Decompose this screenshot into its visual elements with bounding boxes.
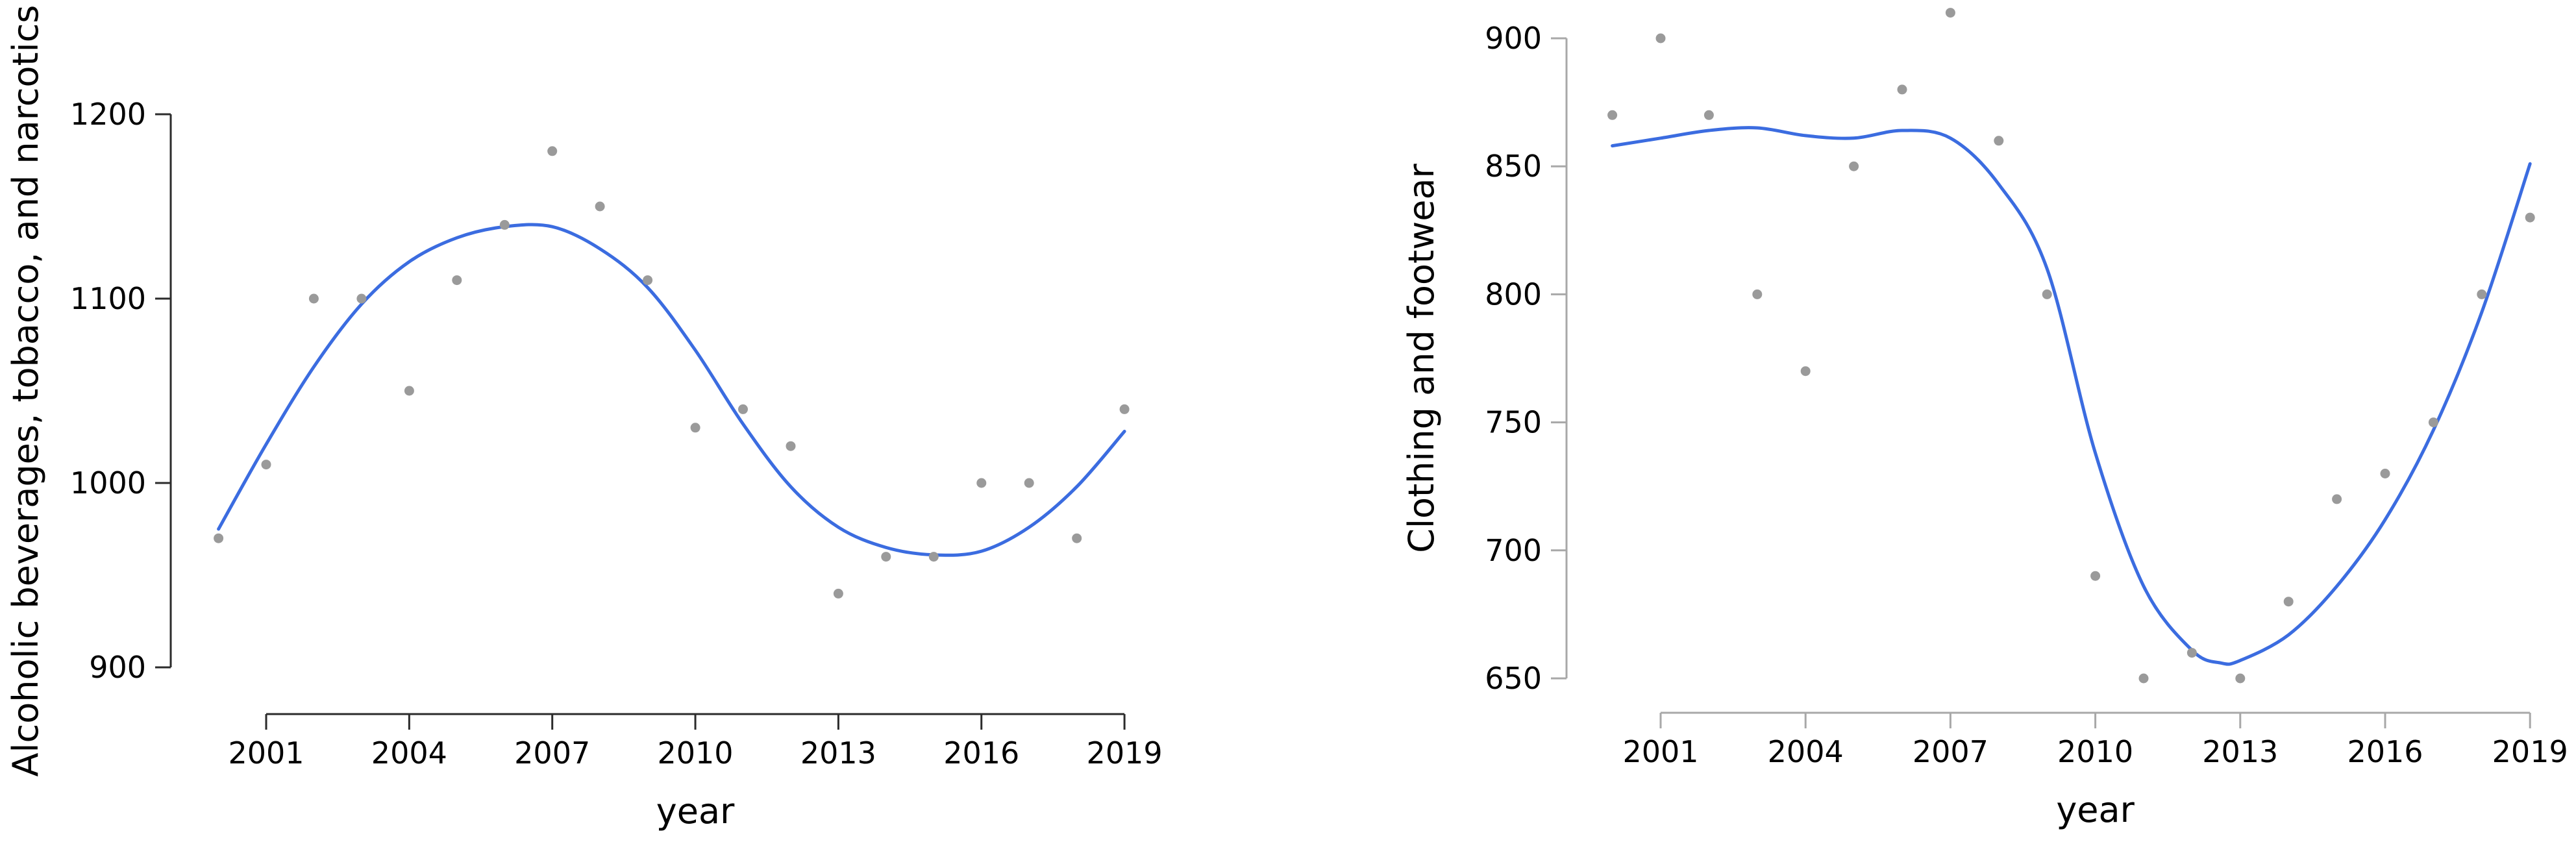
data-points	[214, 146, 1130, 599]
data-point	[1897, 84, 1907, 95]
y-tick-label: 900	[1485, 21, 1542, 56]
data-point	[2428, 417, 2438, 428]
x-tick-label: 2004	[371, 736, 447, 771]
data-point	[1119, 404, 1130, 414]
data-point	[595, 201, 605, 212]
data-point	[2525, 212, 2535, 223]
data-point	[2283, 597, 2294, 607]
data-point	[2090, 571, 2101, 581]
y-tick-label: 1100	[70, 281, 146, 316]
x-tick-label: 2010	[658, 736, 734, 771]
x-tick-label: 2016	[943, 736, 1019, 771]
y-tick-label: 850	[1485, 149, 1542, 184]
data-point	[1849, 161, 1859, 171]
data-point	[1994, 136, 2004, 146]
data-point	[404, 386, 414, 396]
data-point	[2332, 494, 2342, 504]
x-tick-label: 2019	[2492, 734, 2568, 769]
x-axis-label: year	[656, 791, 735, 832]
data-point	[928, 552, 939, 562]
data-point	[1655, 33, 1666, 43]
data-point	[356, 293, 367, 304]
trend-line	[1611, 126, 2532, 666]
y-tick-label: 650	[1485, 661, 1542, 696]
y-tick-label: 750	[1485, 405, 1542, 440]
data-point	[1024, 478, 1034, 488]
data-point	[643, 275, 653, 286]
data-point	[690, 423, 700, 433]
data-point	[833, 588, 843, 599]
data-point	[1752, 289, 1763, 299]
y-axis: 900 850 800 750 700 650	[1485, 21, 1568, 696]
data-point	[2042, 289, 2052, 299]
data-point	[738, 404, 748, 414]
data-point	[1945, 8, 1955, 18]
data-point	[1072, 533, 1082, 543]
plot-alcohol-tobacco-narcotics: 1200 1100 1000 900 2001 2004 2007 2010 2013 2016…	[5, 5, 1163, 832]
data-point	[2235, 673, 2246, 684]
data-point	[547, 146, 558, 156]
x-tick-label: 2001	[228, 736, 304, 771]
trend-line	[217, 223, 1126, 557]
x-tick-label: 2016	[2347, 734, 2423, 769]
x-tick-label: 2007	[1913, 734, 1988, 769]
data-point	[214, 533, 224, 543]
data-point	[452, 275, 462, 286]
data-point	[1607, 110, 1618, 120]
x-axis: 2001 2004 2007 2010 2013 2016 2019	[228, 713, 1163, 771]
y-axis-label: Alcoholic beverages, tobacco, and narcot…	[5, 5, 46, 777]
y-tick-label: 1200	[70, 97, 146, 132]
data-point	[499, 219, 510, 230]
y-tick-label: 900	[89, 650, 146, 685]
data-point	[308, 293, 319, 304]
data-point	[881, 552, 891, 562]
x-tick-label: 2019	[1087, 736, 1163, 771]
data-point	[2380, 469, 2390, 478]
data-point	[976, 478, 987, 488]
data-point	[1800, 366, 1811, 377]
data-point	[2138, 673, 2149, 684]
y-tick-label: 700	[1485, 533, 1542, 568]
x-tick-label: 2007	[514, 736, 590, 771]
x-axis: 2001 2004 2007 2010 2013 2016 2019	[1622, 711, 2568, 769]
data-point	[786, 441, 796, 451]
data-point	[261, 460, 271, 470]
data-point	[2477, 289, 2487, 299]
y-tick-label: 1000	[70, 465, 146, 501]
y-tick-label: 800	[1485, 277, 1542, 312]
x-tick-label: 2013	[800, 736, 876, 771]
data-points	[1607, 8, 2535, 684]
x-axis-label: year	[2056, 789, 2135, 830]
y-axis: 1200 1100 1000 900	[70, 97, 172, 685]
x-tick-label: 2010	[2057, 734, 2133, 769]
x-tick-label: 2004	[1768, 734, 1844, 769]
data-point	[1703, 110, 1714, 120]
y-axis-label: Clothing and footwear	[1401, 163, 1442, 552]
x-tick-label: 2013	[2202, 734, 2278, 769]
data-point	[2186, 648, 2197, 658]
x-tick-label: 2001	[1622, 734, 1698, 769]
